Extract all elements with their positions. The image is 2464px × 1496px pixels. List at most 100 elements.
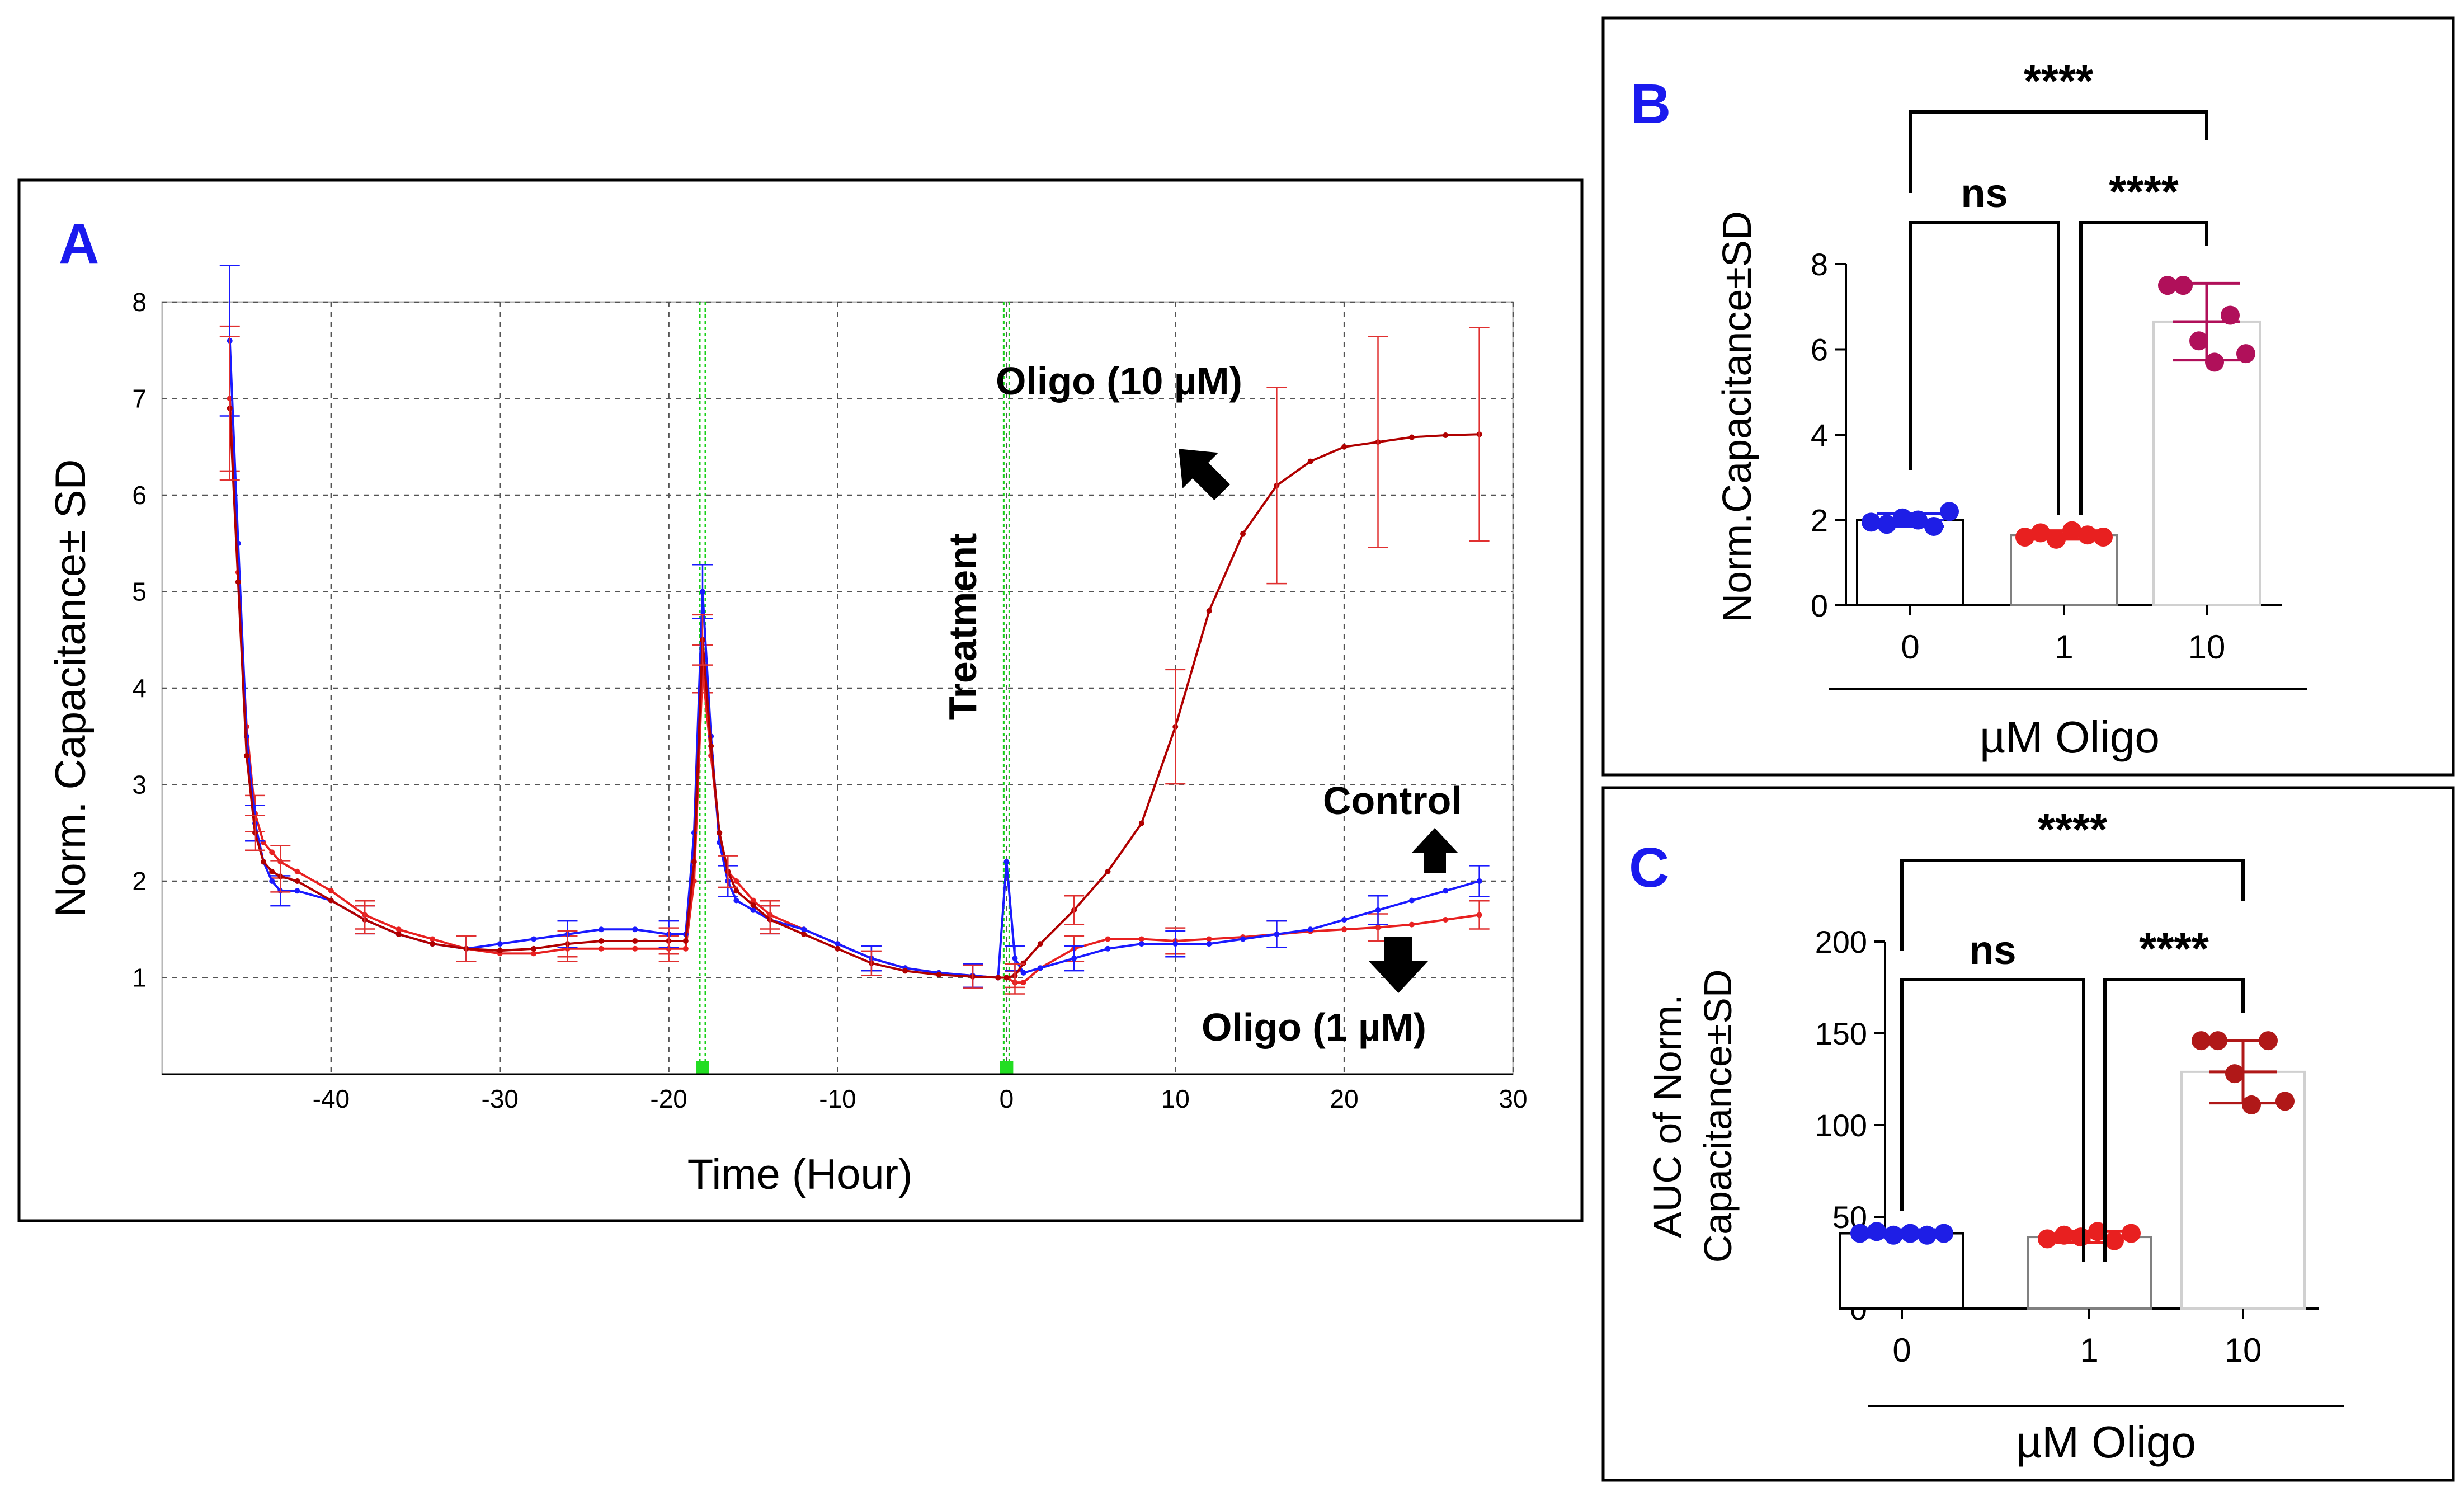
data-dot	[2094, 528, 2113, 547]
data-point	[733, 878, 739, 884]
x-tick-label: 10	[1161, 1084, 1190, 1113]
panel-b-frame	[1601, 16, 2455, 777]
data-point	[294, 868, 300, 874]
significance-label: ns	[1969, 928, 2016, 973]
panel-a-ticks: -40 -30 -20 -10 0 10 20 30 1 2 3 4 5 6 7 8	[132, 288, 1527, 1113]
panel-b-x-axis-label: µM Oligo	[1980, 712, 2160, 762]
y-tick-label: 5	[132, 577, 147, 606]
data-dot	[1862, 512, 1881, 532]
data-point	[261, 859, 267, 865]
data-point	[1443, 432, 1449, 439]
panel-b-letter: B	[1631, 73, 1671, 135]
data-point	[682, 938, 689, 944]
data-point	[632, 926, 638, 933]
data-dot	[1850, 1224, 1869, 1243]
bar	[1839, 1232, 1964, 1310]
data-dot	[2088, 1222, 2107, 1241]
y-tick-label: 4	[132, 674, 147, 703]
data-point	[1138, 936, 1144, 942]
y-tick-label: 6	[132, 481, 147, 510]
bar	[1856, 519, 1964, 606]
data-point	[733, 897, 739, 904]
bar	[2152, 320, 2261, 606]
treatment-label: Treatment	[941, 533, 984, 721]
x-tick-label: 1	[2080, 1332, 2098, 1369]
data-point	[1138, 941, 1144, 947]
panel-c-y-axis-label-line2: Capacitance±SD	[1696, 970, 1740, 1263]
panel-a-series	[219, 265, 1490, 995]
data-point	[1105, 868, 1111, 874]
data-point	[598, 945, 604, 952]
data-point	[1206, 608, 1212, 614]
data-point	[632, 938, 638, 944]
data-dot	[2225, 1064, 2244, 1084]
data-point	[269, 849, 275, 855]
data-point	[835, 945, 841, 952]
data-dot	[2236, 344, 2255, 364]
data-point	[717, 830, 723, 836]
significance-bracket	[1900, 978, 2085, 1262]
data-point	[235, 579, 241, 585]
panel-a-grid	[162, 301, 1514, 1074]
treatment-marker	[696, 1061, 709, 1074]
panel-a-letter: A	[59, 213, 99, 275]
y-tick-label: 8	[132, 288, 147, 317]
oligo-10um-label: Oligo (10 µM)	[996, 359, 1242, 403]
data-point	[632, 945, 638, 952]
significance-label: ****	[2109, 167, 2179, 217]
data-point	[1206, 941, 1212, 947]
x-tick-label: 10	[2188, 628, 2226, 666]
panel-c-plot: 0501001502000110****ns****	[1815, 805, 2319, 1369]
data-point	[995, 975, 1001, 981]
panel-c-y-axis-label-line1: AUC of Norm.	[1646, 994, 1689, 1238]
data-dot	[2259, 1031, 2278, 1051]
panel-b-plot: 0 2 4 6 8 0 1 10 **** ns ****	[1811, 56, 2282, 666]
up-arrow-icon	[1411, 828, 1458, 873]
data-point	[750, 897, 756, 904]
data-dot	[2122, 1224, 2141, 1243]
data-point	[1443, 917, 1449, 923]
data-point	[430, 941, 435, 947]
data-point	[1408, 921, 1415, 928]
x-tick-label: -20	[650, 1084, 687, 1113]
significance-bracket	[2079, 221, 2208, 515]
data-dot	[2031, 523, 2050, 543]
treatment-marker	[1000, 1061, 1014, 1074]
data-point	[294, 888, 300, 894]
data-point	[1408, 897, 1415, 904]
data-point	[733, 888, 739, 894]
panel-c-x-axis-label: µM Oligo	[2016, 1417, 2196, 1467]
data-dot	[2071, 1227, 2090, 1247]
data-point	[1020, 970, 1026, 976]
data-point	[395, 931, 402, 937]
bar	[2010, 534, 2118, 606]
data-dot	[1909, 510, 1928, 530]
x-tick-label: 0	[1901, 628, 1919, 666]
data-point	[328, 897, 334, 904]
data-point	[497, 948, 503, 954]
data-point	[395, 926, 402, 933]
significance-bracket	[1909, 110, 2208, 193]
significance-label: ****	[2024, 56, 2094, 106]
y-tick-label: 2	[132, 867, 147, 896]
data-point	[902, 968, 908, 974]
data-point	[1341, 917, 1348, 923]
data-point	[1307, 926, 1313, 933]
data-dot	[2275, 1092, 2295, 1111]
data-point	[1240, 936, 1246, 942]
data-dot	[2174, 276, 2193, 295]
data-point	[598, 938, 604, 944]
data-point	[708, 743, 714, 749]
panel-a: A -40 -30 -20 -10 0 10 20 30 1 2 3 4 5 6 7 8 Time (Hour…	[17, 178, 1584, 1222]
data-dot	[2242, 1095, 2261, 1114]
data-point	[1206, 936, 1212, 942]
data-dot	[2055, 1225, 2074, 1245]
data-dot	[1901, 1224, 1920, 1243]
data-point	[750, 902, 756, 909]
data-point	[531, 945, 537, 952]
data-point	[1037, 941, 1043, 947]
y-tick-label: 8	[1811, 247, 1828, 282]
data-dot	[1940, 502, 1959, 521]
data-dot	[2192, 1031, 2211, 1051]
